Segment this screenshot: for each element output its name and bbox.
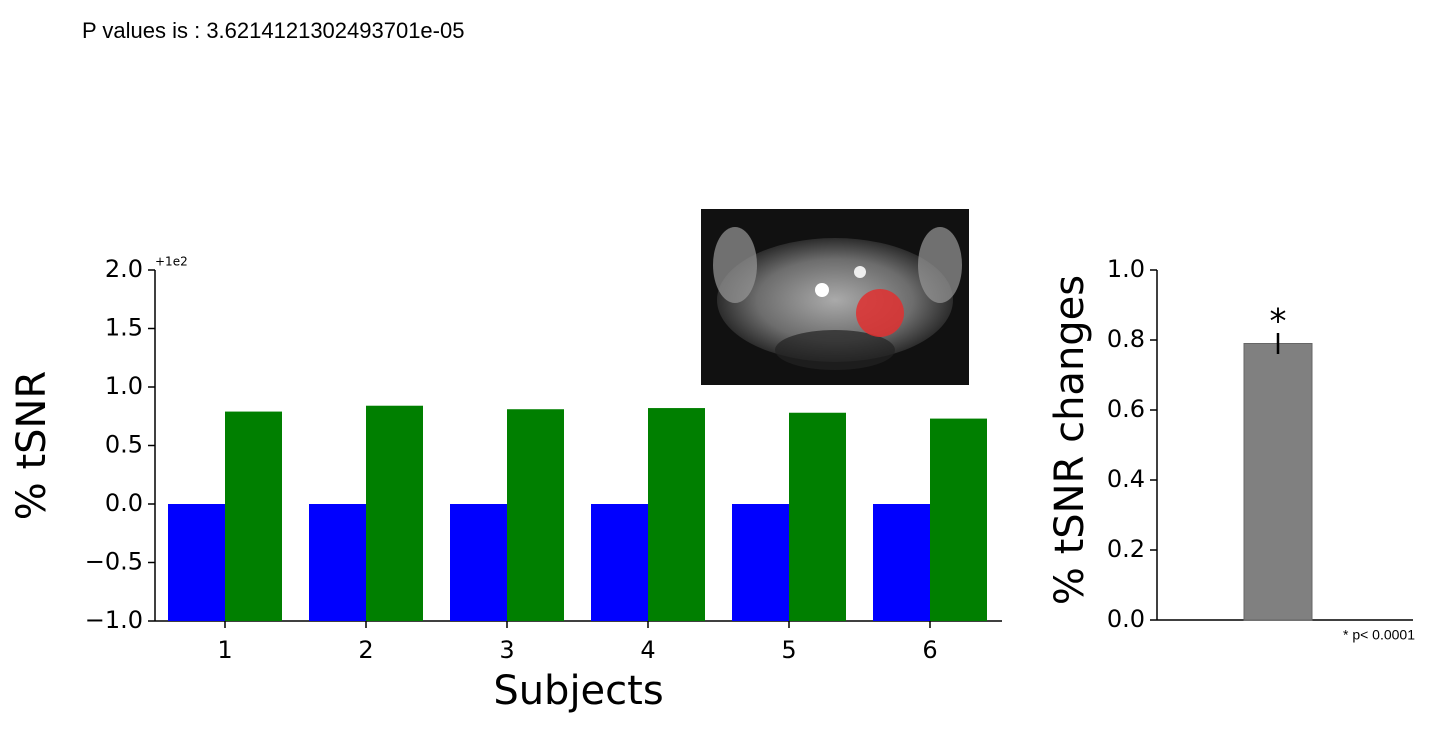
footnote: * p< 0.0001: [1343, 627, 1415, 643]
y-tick-label: 0.2: [1107, 535, 1145, 563]
bar: [1243, 343, 1313, 621]
y-tick-label: 2.0: [105, 255, 143, 283]
y-tick-label: 0.6: [1107, 395, 1145, 423]
x-tick-label: 3: [499, 636, 514, 664]
bar: [450, 504, 507, 621]
bar: [930, 418, 987, 621]
x-axis-label: Subjects: [493, 668, 663, 714]
bar: [648, 408, 705, 621]
x-tick-label: 6: [922, 636, 937, 664]
p-value-text: P values is : 3.6214121302493701e-05: [82, 18, 464, 43]
x-tick-label: 5: [781, 636, 796, 664]
y-tick-label: 1.0: [105, 372, 143, 400]
bar: [873, 504, 930, 621]
bar: [789, 412, 846, 621]
y-tick-label: −1.0: [85, 606, 143, 634]
bar: [366, 405, 423, 621]
y-tick-label: 0.5: [105, 431, 143, 459]
y-tick-label: −0.5: [85, 548, 143, 576]
x-tick-label: 4: [640, 636, 655, 664]
bar: [591, 504, 648, 621]
axis-offset: +1e2: [155, 255, 188, 269]
significance-marker: *: [1270, 302, 1287, 342]
brain-image: [701, 209, 969, 385]
y-tick-label: 0.0: [1107, 605, 1145, 633]
bar: [732, 504, 789, 621]
y-axis-label: % tSNR changes: [1047, 275, 1093, 605]
bar: [309, 504, 366, 621]
y-tick-label: 0.0: [105, 489, 143, 517]
bar: [225, 411, 282, 621]
y-axis-label: % tSNR: [9, 371, 55, 521]
bar: [168, 504, 225, 621]
y-tick-label: 1.0: [1107, 255, 1145, 283]
y-tick-label: 0.8: [1107, 325, 1145, 353]
y-tick-label: 1.5: [105, 314, 143, 342]
bar: [507, 409, 564, 621]
y-tick-label: 0.4: [1107, 465, 1145, 493]
x-tick-label: 2: [358, 636, 373, 664]
x-tick-label: 1: [217, 636, 232, 664]
